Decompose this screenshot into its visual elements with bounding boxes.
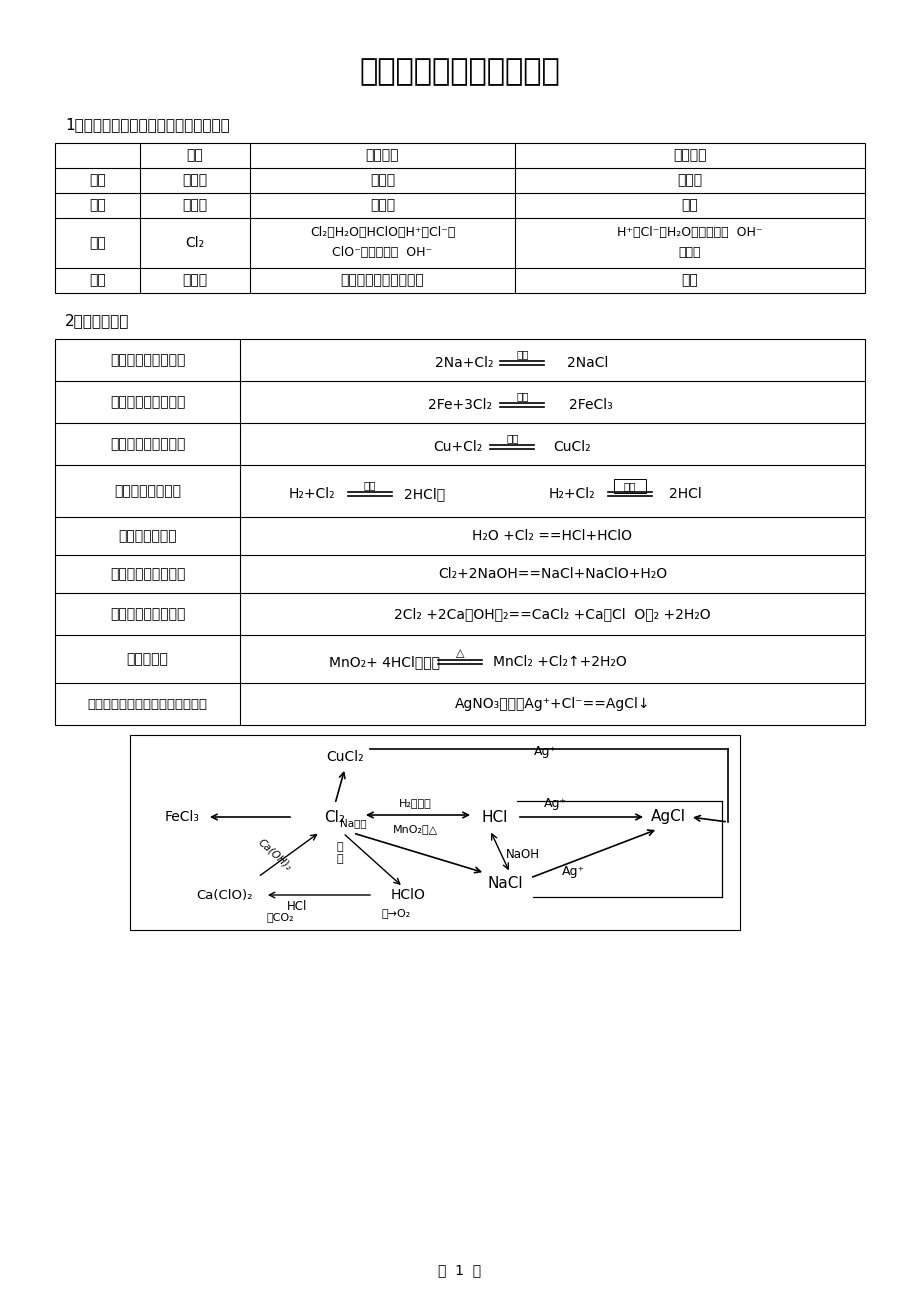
- Text: 光→O₂: 光→O₂: [381, 908, 410, 919]
- Text: ClO⁻、极少量为  OH⁻: ClO⁻、极少量为 OH⁻: [332, 245, 432, 258]
- Text: 制漂白粉反应方程式: 制漂白粉反应方程式: [109, 607, 185, 622]
- Text: 分类: 分类: [89, 173, 106, 188]
- Text: 点燃: 点燃: [516, 391, 528, 401]
- Text: 久置氯水: 久置氯水: [673, 149, 706, 163]
- Text: H⁺、Cl⁻、H₂O、极少量的  OH⁻: H⁺、Cl⁻、H₂O、极少量的 OH⁻: [617, 225, 762, 238]
- Bar: [613, 480, 645, 493]
- Text: 酸性: 酸性: [681, 274, 698, 288]
- Text: Cl₂: Cl₂: [324, 809, 346, 825]
- Text: 与金属铁反应方程式: 与金属铁反应方程式: [109, 395, 185, 409]
- Text: 纯净物: 纯净物: [182, 173, 208, 188]
- Text: HCl: HCl: [287, 900, 307, 913]
- Text: MnCl₂ +Cl₂↑+2H₂O: MnCl₂ +Cl₂↑+2H₂O: [493, 655, 626, 668]
- Text: 2HCl: 2HCl: [668, 487, 700, 500]
- Text: Cl₂、H₂O、HClO、H⁺、Cl⁻、: Cl₂、H₂O、HClO、H⁺、Cl⁻、: [310, 225, 455, 238]
- Text: 黄绿色: 黄绿色: [369, 198, 394, 212]
- Text: 氯及其化合物的转化关系: 氯及其化合物的转化关系: [359, 57, 560, 86]
- Text: 氯离子的检验试剂以及反应方程式: 氯离子的检验试剂以及反应方程式: [87, 697, 208, 710]
- Text: 氧化性: 氧化性: [182, 274, 208, 288]
- Text: 颜色: 颜色: [89, 198, 106, 212]
- Text: 与金属钠反应方程式: 与金属钠反应方程式: [109, 353, 185, 367]
- Text: 与氢气反应方程式: 与氢气反应方程式: [114, 483, 181, 498]
- Text: 2Cl₂ +2Ca（OH）₂==CaCl₂ +Ca（Cl  O）₂ +2H₂O: 2Cl₂ +2Ca（OH）₂==CaCl₂ +Ca（Cl O）₂ +2H₂O: [393, 607, 710, 622]
- Text: AgCl: AgCl: [650, 809, 685, 825]
- Text: 新制氯水: 新制氯水: [366, 149, 399, 163]
- Text: 性质: 性质: [89, 274, 106, 288]
- Text: Cu+Cl₂: Cu+Cl₂: [433, 440, 482, 453]
- Text: MnO₂、△: MnO₂、△: [392, 823, 437, 834]
- Text: H₂+Cl₂: H₂+Cl₂: [289, 487, 335, 500]
- Text: 制漂白液反应方程式: 制漂白液反应方程式: [109, 567, 185, 581]
- Text: H₂、点燃: H₂、点燃: [398, 797, 431, 808]
- Text: 2Na+Cl₂: 2Na+Cl₂: [435, 356, 494, 370]
- Text: HCl: HCl: [482, 809, 507, 825]
- Text: Cl₂+2NaOH==NaCl+NaClO+H₂O: Cl₂+2NaOH==NaCl+NaClO+H₂O: [437, 567, 666, 581]
- Text: 电: 电: [336, 842, 343, 852]
- Text: 2、氯气的性质: 2、氯气的性质: [65, 314, 130, 328]
- Text: NaCl: NaCl: [487, 876, 522, 890]
- Text: 2FeCl₃: 2FeCl₃: [568, 397, 612, 412]
- Text: 或CO₂: 或CO₂: [266, 912, 293, 923]
- Text: FeCl₃: FeCl₃: [165, 810, 199, 823]
- Text: 混合物: 混合物: [369, 173, 394, 188]
- Text: 第  1  页: 第 1 页: [438, 1263, 481, 1277]
- Text: H₂+Cl₂: H₂+Cl₂: [548, 487, 595, 500]
- Text: 1、液氯、新制的氯水和久置的氯水比较: 1、液氯、新制的氯水和久置的氯水比较: [65, 117, 230, 133]
- Text: 与水反应方程式: 与水反应方程式: [118, 529, 176, 543]
- Text: CuCl₂: CuCl₂: [553, 440, 591, 453]
- Text: △: △: [455, 648, 464, 658]
- Text: 点燃: 点燃: [363, 480, 376, 490]
- Text: 氧化性、酸性、漂白性: 氧化性、酸性、漂白性: [340, 274, 424, 288]
- Text: 稀盐酸: 稀盐酸: [678, 245, 700, 258]
- Text: 点燃: 点燃: [516, 349, 528, 360]
- Text: Ca(ClO)₂: Ca(ClO)₂: [197, 889, 253, 902]
- Text: 与金属铜反应方程式: 与金属铜反应方程式: [109, 437, 185, 451]
- Text: 液氯: 液氯: [187, 149, 203, 163]
- Text: H₂O +Cl₂ ==HCl+HClO: H₂O +Cl₂ ==HCl+HClO: [472, 529, 632, 543]
- Text: Cl₂: Cl₂: [186, 236, 204, 250]
- Text: 实验室制法: 实验室制法: [127, 652, 168, 666]
- Text: 成分: 成分: [89, 236, 106, 250]
- Bar: [130, 735, 739, 930]
- Text: CuCl₂: CuCl₂: [326, 751, 363, 764]
- Bar: [55, 143, 864, 293]
- Text: Na点燃: Na点燃: [339, 818, 366, 827]
- Text: 黄绿色: 黄绿色: [182, 198, 208, 212]
- Text: Ag⁺: Ag⁺: [533, 744, 556, 757]
- Text: 2Fe+3Cl₂: 2Fe+3Cl₂: [428, 397, 492, 412]
- Text: Ag⁺: Ag⁺: [543, 796, 566, 809]
- Text: Ag⁺: Ag⁺: [561, 864, 584, 877]
- Text: NaOH: NaOH: [505, 848, 539, 861]
- Text: 光照: 光照: [623, 481, 636, 491]
- Text: MnO₂+ 4HCl（浓）: MnO₂+ 4HCl（浓）: [329, 655, 440, 668]
- Text: AgNO₃溶液：Ag⁺+Cl⁻==AgCl↓: AgNO₃溶液：Ag⁺+Cl⁻==AgCl↓: [454, 697, 650, 711]
- Text: 2NaCl: 2NaCl: [566, 356, 607, 370]
- Text: 无色: 无色: [681, 198, 698, 212]
- Text: HClO: HClO: [391, 889, 425, 902]
- Text: 解: 解: [336, 853, 343, 864]
- Text: 混合物: 混合物: [676, 173, 702, 188]
- Bar: [55, 339, 864, 724]
- Text: Ca(OH)₂: Ca(OH)₂: [255, 838, 293, 873]
- Text: 点燃: 点燃: [505, 433, 518, 443]
- Text: 2HCl；: 2HCl；: [404, 487, 445, 500]
